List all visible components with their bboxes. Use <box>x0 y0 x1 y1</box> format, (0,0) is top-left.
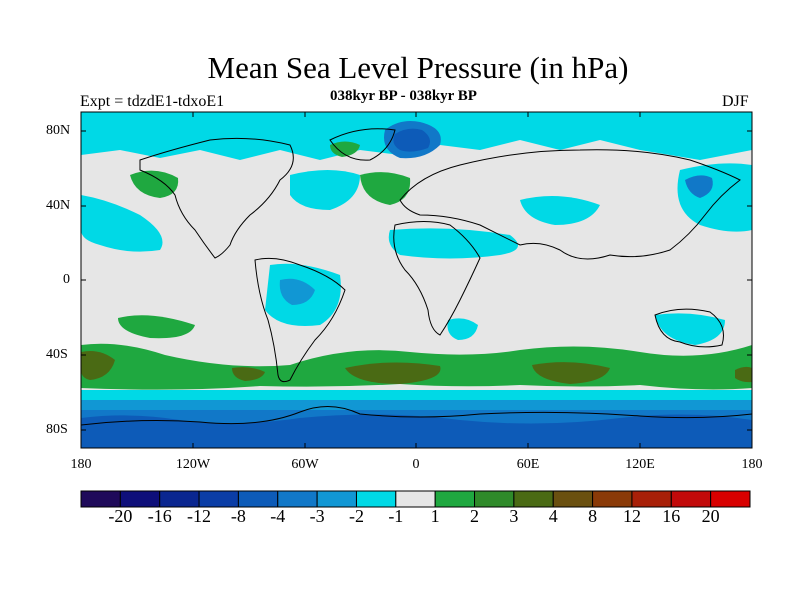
coast-north-america <box>139 137 294 259</box>
anomaly-region-indian <box>447 318 478 340</box>
colorbar-swatch <box>513 490 554 508</box>
colorbar-swatch <box>552 490 594 508</box>
lon-label-180w: 180 <box>70 457 92 472</box>
colorbar-swatch <box>631 490 672 508</box>
colorbar-label: 1 <box>430 506 440 526</box>
coast-antarctica <box>81 406 752 426</box>
colorbar-swatch <box>316 490 357 508</box>
anomaly-region-japan <box>685 175 713 198</box>
lat-label-0: 0 <box>63 272 70 287</box>
colorbar-swatch <box>277 490 318 508</box>
colorbar-label: 12 <box>622 506 641 526</box>
high-region-arctic-green <box>330 141 360 157</box>
colorbar-label: -1 <box>388 506 404 526</box>
experiment-label: Expt = tdzdE1-tdxoE1 <box>80 93 225 110</box>
colorbar-swatch <box>395 490 436 508</box>
coast-greenland <box>329 128 396 161</box>
anomaly-band-4 <box>81 426 752 448</box>
colorbar-swatch <box>80 490 121 508</box>
colorbar-swatch <box>434 490 476 508</box>
anomaly-band-4-wave <box>81 414 752 428</box>
colorbar-label: -2 <box>348 506 364 526</box>
coast-africa <box>393 221 481 336</box>
high-region-southern-core4 <box>232 367 265 381</box>
coast-australia <box>654 308 724 348</box>
anomaly-region-atlantic <box>290 170 360 210</box>
colorbar-label: 20 <box>701 506 720 526</box>
colorbar-label: -12 <box>187 506 212 526</box>
lon-label-120e: 120E <box>625 457 655 472</box>
colorbar-label: -4 <box>270 506 286 526</box>
colorbar-label: 2 <box>470 506 480 526</box>
anomaly-region-npacific <box>81 195 163 252</box>
anomaly-region-australia <box>655 313 725 345</box>
colorbar-swatch <box>119 490 161 508</box>
colorbar-label: 4 <box>548 506 558 526</box>
colorbar-label: 3 <box>509 506 519 526</box>
lon-label-180e: 180 <box>741 457 763 472</box>
season-label: DJF <box>722 93 749 110</box>
high-region-atlantic <box>360 172 411 205</box>
anomaly-region-asia <box>520 196 600 225</box>
colorbar-label: 16 <box>662 506 681 526</box>
coastlines <box>81 128 752 426</box>
anomaly-region-samerica-core <box>279 278 315 305</box>
lat-label-80s: 80S <box>46 422 68 437</box>
high-region-npacific <box>130 170 179 198</box>
lon-label-60w: 60W <box>291 457 319 472</box>
lon-label-120w: 120W <box>175 457 211 472</box>
anomaly-band-1 <box>81 390 752 400</box>
colorbar-swatch <box>474 490 515 508</box>
high-region-southern-core3 <box>532 362 610 384</box>
lon-label-60e: 60E <box>516 457 540 472</box>
axis-ticks <box>81 112 752 448</box>
high-region-southern-core5 <box>735 366 752 383</box>
colorbar-label: 8 <box>588 506 598 526</box>
anomaly-band-2 <box>81 400 752 410</box>
lat-label-80n: 80N <box>46 123 71 138</box>
colorbar-swatch <box>592 490 633 508</box>
anomaly-region-eurasia <box>388 228 518 259</box>
anomaly-region-greenland-core <box>393 128 430 152</box>
lat-label-40s: 40S <box>46 347 68 362</box>
colorbar-swatch <box>198 490 239 508</box>
high-region-spacific <box>118 315 195 339</box>
map-subtitle: 038kyr BP - 038kyr BP <box>330 88 477 104</box>
colorbar-swatch <box>710 490 751 508</box>
colorbar-label: -8 <box>230 506 246 526</box>
colorbar-swatch <box>159 490 200 508</box>
coast-eurasia <box>399 149 741 260</box>
lon-label-0: 0 <box>412 457 420 472</box>
colorbar-swatch <box>670 490 712 508</box>
colorbar-label: -3 <box>309 506 325 526</box>
high-region-southern-core2 <box>345 362 441 384</box>
high-region-southern-core1 <box>81 351 115 380</box>
colorbar-label: -16 <box>147 506 172 526</box>
colorbar-swatch <box>355 490 397 508</box>
colorbar-label: -20 <box>108 506 133 526</box>
coast-south-america <box>254 257 346 383</box>
map-title: Mean Sea Level Pressure (in hPa) <box>207 50 629 85</box>
colorbar-swatch <box>237 490 279 508</box>
lat-label-40n: 40N <box>46 198 71 213</box>
